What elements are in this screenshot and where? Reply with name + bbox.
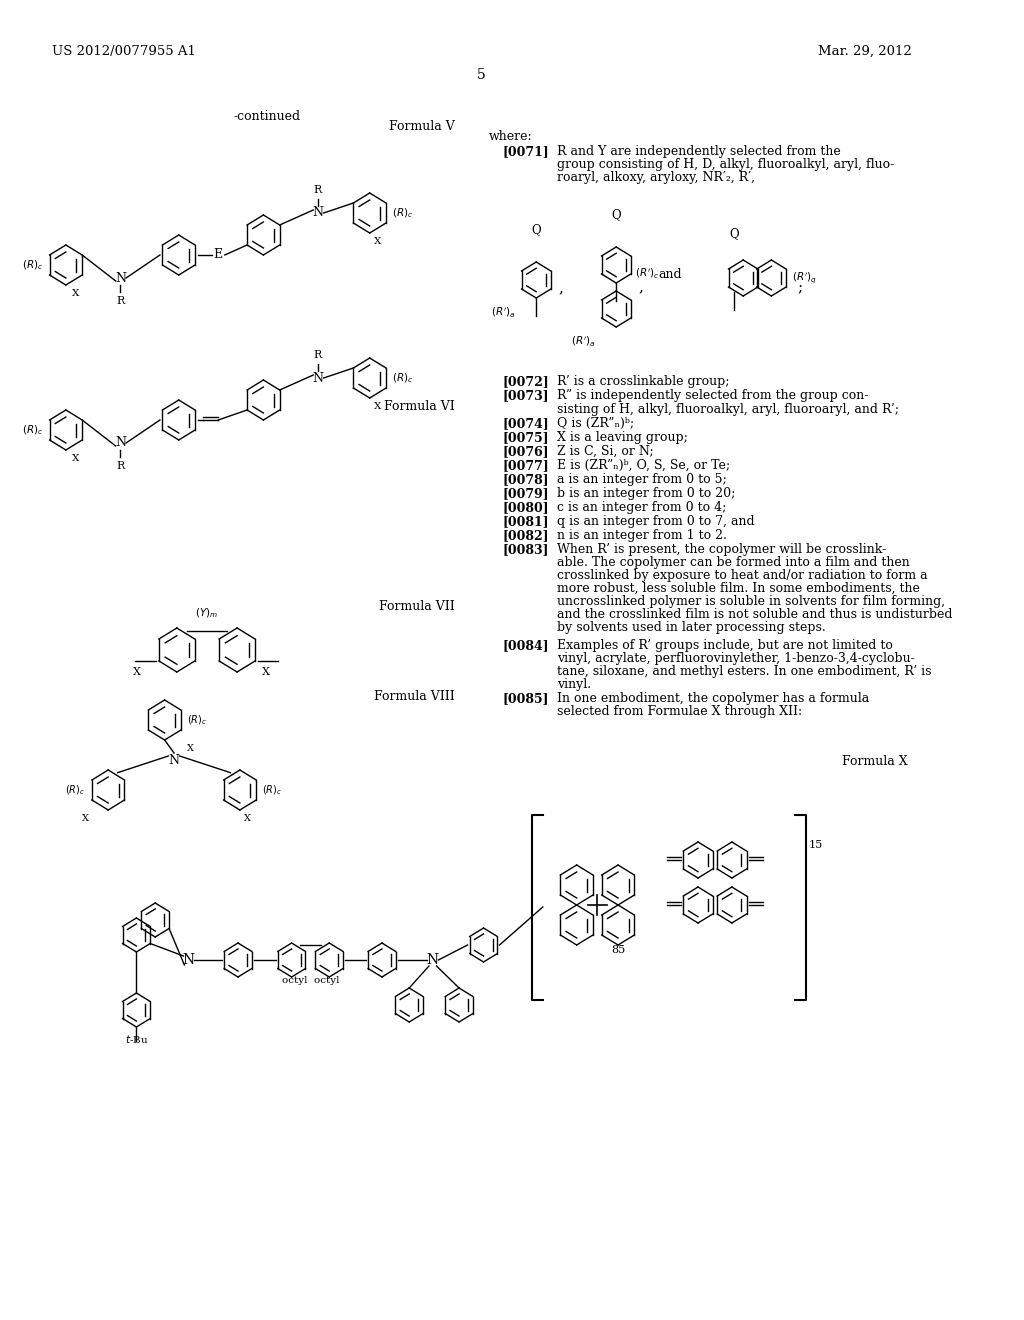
Text: US 2012/0077955 A1: US 2012/0077955 A1	[52, 45, 196, 58]
Text: X: X	[133, 667, 140, 677]
Text: $t$-Bu: $t$-Bu	[125, 1034, 148, 1045]
Text: vinyl.: vinyl.	[557, 678, 591, 690]
Text: [0071]: [0071]	[503, 145, 549, 158]
Text: N: N	[169, 754, 179, 767]
Text: [0081]: [0081]	[503, 515, 549, 528]
Text: where:: where:	[489, 129, 532, 143]
Text: Examples of R’ groups include, but are not limited to: Examples of R’ groups include, but are n…	[557, 639, 893, 652]
Text: [0078]: [0078]	[503, 473, 549, 486]
Text: and the crosslinked film is not soluble and thus is undisturbed: and the crosslinked film is not soluble …	[557, 609, 952, 620]
Text: a is an integer from 0 to 5;: a is an integer from 0 to 5;	[557, 473, 727, 486]
Text: ,: ,	[559, 281, 563, 294]
Text: Q is (ZR”ₙ)ᵇ;: Q is (ZR”ₙ)ᵇ;	[557, 417, 634, 430]
Text: E: E	[214, 248, 223, 261]
Text: $(Y)_m$: $(Y)_m$	[196, 606, 218, 620]
Text: uncrosslinked polymer is soluble in solvents for film forming,: uncrosslinked polymer is soluble in solv…	[557, 595, 945, 609]
Text: group consisting of H, D, alkyl, fluoroalkyl, aryl, fluo-: group consisting of H, D, alkyl, fluoroa…	[557, 158, 894, 172]
Text: N: N	[427, 953, 439, 968]
Text: Q: Q	[611, 209, 621, 220]
Text: roaryl, alkoxy, aryloxy, NR′₂, R′,: roaryl, alkoxy, aryloxy, NR′₂, R′,	[557, 172, 755, 183]
Text: N: N	[115, 437, 126, 450]
Text: N: N	[115, 272, 126, 285]
Text: c is an integer from 0 to 4;: c is an integer from 0 to 4;	[557, 502, 726, 513]
Text: R: R	[313, 350, 323, 360]
Text: $(R')_a$: $(R')_a$	[571, 334, 596, 348]
Text: $(R)_c$: $(R)_c$	[262, 783, 283, 797]
Text: $(R)_c$: $(R)_c$	[22, 259, 43, 272]
Text: able. The copolymer can be formed into a film and then: able. The copolymer can be formed into a…	[557, 556, 909, 569]
Text: [0085]: [0085]	[503, 692, 549, 705]
Text: X: X	[374, 238, 381, 246]
Text: N: N	[312, 206, 324, 219]
Text: [0084]: [0084]	[503, 639, 549, 652]
Text: ;: ;	[798, 281, 803, 294]
Text: vinyl, acrylate, perfluorovinylether, 1-benzo-3,4-cyclobu-: vinyl, acrylate, perfluorovinylether, 1-…	[557, 652, 914, 665]
Text: $(R)_c$: $(R)_c$	[187, 713, 207, 727]
Text: [0080]: [0080]	[503, 502, 549, 513]
Text: selected from Formulae X through XII:: selected from Formulae X through XII:	[557, 705, 802, 718]
Text: X: X	[82, 814, 89, 822]
Text: X: X	[374, 403, 381, 411]
Text: R and Y are independently selected from the: R and Y are independently selected from …	[557, 145, 841, 158]
Text: Formula VIII: Formula VIII	[374, 690, 455, 704]
Text: [0077]: [0077]	[503, 459, 549, 473]
Text: $(R)_c$: $(R)_c$	[66, 783, 86, 797]
Text: Formula V: Formula V	[389, 120, 455, 133]
Text: R’ is a crosslinkable group;: R’ is a crosslinkable group;	[557, 375, 729, 388]
Text: sisting of H, alkyl, fluoroalkyl, aryl, fluoroaryl, and R’;: sisting of H, alkyl, fluoroalkyl, aryl, …	[557, 403, 899, 416]
Text: $(R')_q$: $(R')_q$	[793, 271, 817, 285]
Text: X: X	[72, 454, 79, 463]
Text: X: X	[72, 289, 79, 298]
Text: R: R	[313, 185, 323, 195]
Text: crosslinked by exposure to heat and/or radiation to form a: crosslinked by exposure to heat and/or r…	[557, 569, 928, 582]
Text: [0075]: [0075]	[503, 432, 549, 444]
Text: 5: 5	[477, 69, 486, 82]
Text: $(R')_c$: $(R')_c$	[635, 267, 659, 280]
Text: Q: Q	[531, 223, 541, 236]
Text: by solvents used in later processing steps.: by solvents used in later processing ste…	[557, 620, 825, 634]
Text: X: X	[187, 744, 195, 752]
Text: ,: ,	[639, 280, 644, 294]
Text: [0079]: [0079]	[503, 487, 549, 500]
Text: $(R)_c$: $(R)_c$	[392, 371, 414, 385]
Text: -continued: -continued	[233, 110, 300, 123]
Text: [0073]: [0073]	[503, 389, 549, 403]
Text: Formula VII: Formula VII	[379, 601, 455, 612]
Text: When R’ is present, the copolymer will be crosslink-: When R’ is present, the copolymer will b…	[557, 543, 886, 556]
Text: R: R	[117, 296, 125, 306]
Text: q is an integer from 0 to 7, and: q is an integer from 0 to 7, and	[557, 515, 755, 528]
Text: [0083]: [0083]	[503, 543, 549, 556]
Text: [0082]: [0082]	[503, 529, 549, 543]
Text: X is a leaving group;: X is a leaving group;	[557, 432, 688, 444]
Text: $(R)_c$: $(R)_c$	[22, 424, 43, 437]
Text: X: X	[244, 814, 251, 822]
Text: Formula X: Formula X	[842, 755, 908, 768]
Text: $(R)_c$: $(R)_c$	[392, 206, 414, 220]
Text: X: X	[261, 667, 269, 677]
Text: In one embodiment, the copolymer has a formula: In one embodiment, the copolymer has a f…	[557, 692, 869, 705]
Text: N: N	[182, 953, 195, 968]
Text: and: and	[658, 268, 682, 281]
Text: E is (ZR”ₙ)ᵇ, O, S, Se, or Te;: E is (ZR”ₙ)ᵇ, O, S, Se, or Te;	[557, 459, 730, 473]
Text: [0072]: [0072]	[503, 375, 549, 388]
Text: Mar. 29, 2012: Mar. 29, 2012	[818, 45, 911, 58]
Text: n is an integer from 1 to 2.: n is an integer from 1 to 2.	[557, 529, 727, 543]
Text: 15: 15	[809, 840, 823, 850]
Text: 85: 85	[611, 945, 626, 954]
Text: [0076]: [0076]	[503, 445, 549, 458]
Text: Z is C, Si, or N;: Z is C, Si, or N;	[557, 445, 653, 458]
Text: R” is independently selected from the group con-: R” is independently selected from the gr…	[557, 389, 868, 403]
Text: $(R')_a$: $(R')_a$	[492, 305, 515, 319]
Text: b is an integer from 0 to 20;: b is an integer from 0 to 20;	[557, 487, 735, 500]
Text: more robust, less soluble film. In some embodiments, the: more robust, less soluble film. In some …	[557, 582, 920, 595]
Text: N: N	[312, 371, 324, 384]
Text: Q: Q	[729, 227, 738, 240]
Text: [0074]: [0074]	[503, 417, 549, 430]
Text: R: R	[117, 461, 125, 471]
Text: Formula VI: Formula VI	[384, 400, 455, 413]
Text: octyl  octyl: octyl octyl	[282, 975, 339, 985]
Text: tane, siloxane, and methyl esters. In one embodiment, R’ is: tane, siloxane, and methyl esters. In on…	[557, 665, 932, 678]
